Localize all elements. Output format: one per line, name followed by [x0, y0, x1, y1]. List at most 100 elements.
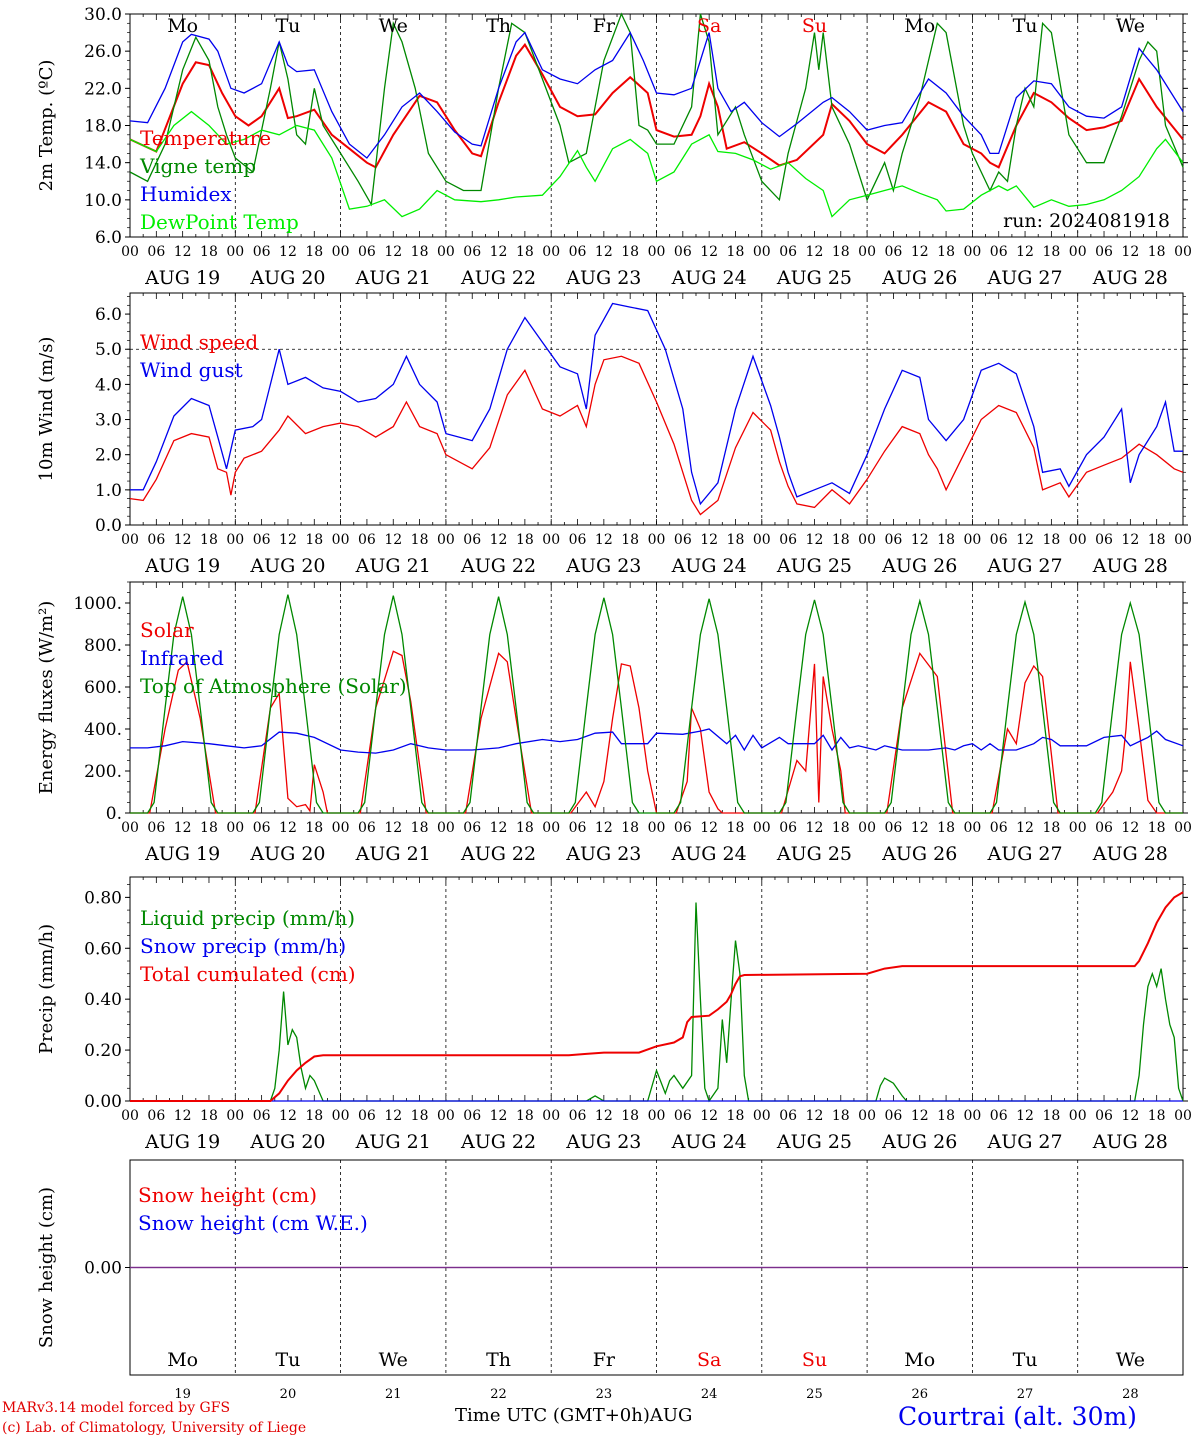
- hour-label: 18: [200, 532, 218, 548]
- hour-label: 00: [648, 1108, 666, 1124]
- hour-label: 12: [700, 820, 718, 836]
- day-number: 20: [280, 1387, 297, 1402]
- hour-label: 00: [542, 532, 560, 548]
- weekday-label: Mo: [904, 1349, 935, 1371]
- hour-label: 18: [832, 532, 850, 548]
- hour-label: 00: [437, 820, 455, 836]
- date-label: AUG 21: [355, 555, 431, 577]
- legend-entry: Snow height (cm W.E.): [138, 1211, 368, 1235]
- hour-label: 06: [990, 244, 1008, 260]
- hour-label: 06: [358, 532, 376, 548]
- hour-label: 18: [621, 1108, 639, 1124]
- weekday-label: Sa: [697, 1349, 721, 1371]
- hour-label: 12: [279, 820, 297, 836]
- hour-label: 12: [1016, 820, 1034, 836]
- hour-label: 06: [885, 820, 903, 836]
- y-tick-label: 0.: [106, 804, 122, 824]
- hour-label: 12: [806, 244, 824, 260]
- hour-label: 00: [121, 532, 139, 548]
- hour-label: 00: [121, 820, 139, 836]
- weekday-label: Fr: [593, 15, 616, 37]
- hour-label: 12: [384, 1108, 402, 1124]
- hour-label: 18: [937, 532, 955, 548]
- hour-label: 12: [174, 244, 192, 260]
- hour-label: 00: [332, 820, 350, 836]
- model-credit: MARv3.14 model forced by GFS: [2, 1400, 231, 1416]
- hour-label: 00: [121, 244, 139, 260]
- hour-label: 18: [1042, 1108, 1060, 1124]
- day-number: 25: [806, 1387, 823, 1402]
- hour-label: 18: [1148, 1108, 1166, 1124]
- date-label: AUG 25: [776, 1131, 852, 1153]
- date-label: AUG 28: [1092, 555, 1168, 577]
- hour-label: 18: [516, 532, 534, 548]
- hour-label: 06: [1095, 532, 1113, 548]
- series-line: [129, 355, 1184, 516]
- y-tick-label: 0.80: [84, 888, 122, 908]
- hour-label: 18: [937, 1108, 955, 1124]
- day-number: 22: [490, 1387, 507, 1402]
- y-tick-label: 2.0: [95, 446, 122, 466]
- hour-label: 12: [700, 244, 718, 260]
- hour-label: 06: [885, 1108, 903, 1124]
- y-tick-label: 400.: [84, 720, 122, 740]
- legend-entry: Liquid precip (mm/h): [140, 906, 355, 930]
- series-line: [130, 594, 1183, 814]
- hour-label: 18: [411, 532, 429, 548]
- hour-label: 00: [648, 820, 666, 836]
- hour-label: 06: [779, 820, 797, 836]
- hour-label: 06: [1095, 244, 1113, 260]
- hour-label: 06: [990, 820, 1008, 836]
- hour-label: 12: [1121, 244, 1139, 260]
- hour-label: 06: [358, 1108, 376, 1124]
- hour-label: 06: [674, 244, 692, 260]
- date-label: AUG 23: [565, 555, 641, 577]
- hour-label: 06: [990, 532, 1008, 548]
- hour-label: 00: [226, 820, 244, 836]
- hour-label: 12: [490, 244, 508, 260]
- hour-label: 18: [411, 820, 429, 836]
- hour-label: 18: [1148, 532, 1166, 548]
- legend-entry: Humidex: [140, 182, 232, 206]
- series-line: [129, 42, 1184, 169]
- legend-entry: Temperature: [140, 126, 271, 150]
- hour-label: 00: [1069, 244, 1087, 260]
- hour-label: 12: [595, 532, 613, 548]
- hour-label: 12: [1121, 532, 1139, 548]
- hour-label: 00: [437, 532, 455, 548]
- hour-label: 18: [832, 820, 850, 836]
- hour-label: 12: [279, 244, 297, 260]
- hour-label: 00: [858, 820, 876, 836]
- hour-label: 18: [832, 244, 850, 260]
- hour-label: 06: [779, 244, 797, 260]
- hour-label: 06: [779, 532, 797, 548]
- date-label: AUG 27: [986, 267, 1062, 289]
- legend-entry: Total cumulated (cm): [140, 962, 356, 986]
- date-label: AUG 24: [671, 555, 747, 577]
- hour-label: 06: [885, 244, 903, 260]
- hour-label: 00: [648, 244, 666, 260]
- weekday-label: Fr: [593, 1349, 616, 1371]
- month-label: AUG: [649, 1405, 693, 1426]
- date-label: AUG 19: [144, 555, 220, 577]
- hour-label: 18: [305, 532, 323, 548]
- hour-label: 00: [1174, 244, 1192, 260]
- day-number: 21: [385, 1387, 402, 1402]
- hour-label: 06: [253, 820, 271, 836]
- hour-label: 12: [279, 532, 297, 548]
- hour-label: 12: [1121, 1108, 1139, 1124]
- weekday-label: Th: [486, 15, 511, 37]
- date-label: AUG 22: [460, 1131, 536, 1153]
- y-tick-label: 10.0: [84, 191, 122, 211]
- weekday-label: Tu: [275, 1349, 300, 1371]
- hour-label: 18: [200, 244, 218, 260]
- date-label: AUG 22: [460, 267, 536, 289]
- hour-label: 18: [727, 244, 745, 260]
- hour-label: 06: [147, 532, 165, 548]
- panel-2: [125, 292, 1188, 526]
- hour-label: 06: [253, 244, 271, 260]
- panel-frame: [129, 13, 1184, 238]
- y-tick-label: 600.: [84, 678, 122, 698]
- hour-label: 18: [727, 532, 745, 548]
- legend-entry: DewPoint Temp: [140, 210, 299, 234]
